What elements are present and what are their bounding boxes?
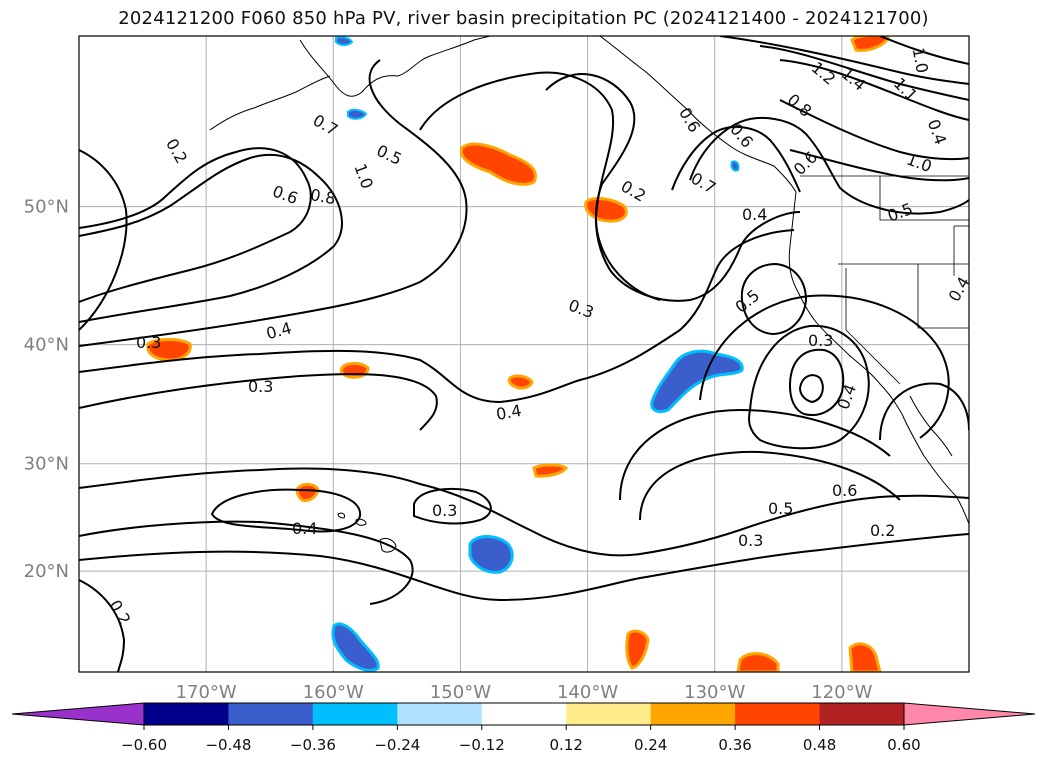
colorbar-tick-label: −0.48: [205, 736, 251, 754]
precip-negative-blob: [331, 622, 380, 672]
colorbar-tick-label: 0.48: [803, 736, 836, 754]
precip-positive-blob: [625, 629, 650, 670]
baja-coast: [901, 413, 969, 525]
coastlines: [209, 36, 969, 553]
map-title: 2024121200 F060 850 hPa PV, river basin …: [118, 8, 929, 29]
lat-label: 50°N: [24, 197, 69, 218]
lon-label: 150°W: [430, 682, 491, 703]
colorbar-cell: [735, 703, 821, 725]
contour-label: 0.5: [768, 499, 793, 518]
contour-label: 0.3: [808, 331, 833, 350]
colorbar-cell: [481, 703, 567, 725]
lon-label: 120°W: [811, 682, 872, 703]
precip-positive-blob: [146, 338, 192, 362]
colorbar-tick-label: −0.36: [290, 736, 336, 754]
colorbar-cell: [819, 703, 905, 725]
precip-negative-blob: [650, 349, 744, 414]
precip-positive-blob: [532, 463, 569, 478]
contour-label: 0.3: [738, 531, 763, 550]
hawaii-big-island: [379, 537, 397, 553]
colorbar-cell: [566, 703, 652, 725]
map-frame: [78, 35, 970, 673]
alaska-coast: [299, 36, 491, 97]
lat-label: 20°N: [24, 561, 69, 582]
colorbar-cell: [650, 703, 736, 725]
colorbar-tick-label: −0.24: [374, 736, 420, 754]
hawaii-kauai: [337, 512, 345, 519]
lon-label: 170°W: [176, 682, 237, 703]
contour-label: 0.3: [432, 501, 457, 520]
colorbar-under-extension: [11, 702, 145, 726]
gulf-california: [909, 395, 953, 457]
longitude-labels: 170°W 160°W 150°W 140°W 130°W 120°W: [176, 682, 873, 703]
contour-label: 0.3: [136, 333, 161, 352]
hawaii-oahu: [355, 518, 367, 526]
lon-label: 140°W: [557, 682, 618, 703]
map-area: [79, 36, 969, 672]
latitude-labels: 50°N 40°N 30°N 20°N: [24, 197, 69, 583]
lon-label: 160°W: [303, 682, 364, 703]
colorbar-tick-label: −0.60: [121, 736, 167, 754]
colorbar-over-extension: [903, 702, 1036, 726]
lat-label: 40°N: [24, 335, 69, 356]
colorbar-cell: [144, 703, 229, 725]
precip-shading: [146, 36, 890, 672]
precip-negative-blob: [730, 160, 740, 172]
alaska-peninsula: [209, 75, 331, 131]
precip-positive-blob: [736, 652, 780, 672]
colorbar-cell: [228, 703, 314, 725]
precip-positive-blob: [848, 642, 882, 672]
contour-label: 0.2: [870, 521, 895, 540]
pv-contours: [79, 36, 969, 672]
contour-label: 0.4: [495, 401, 523, 424]
colorbar-tick-label: −0.12: [459, 736, 505, 754]
precip-positive-blob: [507, 374, 534, 390]
bc-coast: [599, 36, 797, 193]
colorbar: −0.60 −0.48 −0.36 −0.24 −0.12 0.12 0.24 0.36 0.4…: [11, 702, 1036, 754]
colorbar-cell: [312, 703, 398, 725]
precip-positive-blob: [459, 142, 537, 186]
us-west-coast: [788, 191, 903, 415]
lat-label: 30°N: [24, 454, 69, 475]
precip-negative-blob: [335, 36, 354, 46]
contour-label: 0.4: [292, 519, 317, 538]
precip-negative-blob: [347, 108, 368, 120]
precip-positive-blob: [295, 482, 320, 502]
colorbar-tick-label: 0.60: [887, 736, 920, 754]
contour-label: 0.6: [832, 481, 857, 500]
colorbar-tick-label: 0.12: [550, 736, 583, 754]
precip-negative-blob: [468, 535, 514, 574]
colorbar-cell: [397, 703, 483, 725]
contour-label: 0.4: [742, 205, 767, 224]
state-borders: [800, 175, 969, 385]
colorbar-ticks: −0.60 −0.48 −0.36 −0.24 −0.12 0.12 0.24 0.36 0.4…: [121, 725, 921, 754]
colorbar-tick-label: 0.24: [634, 736, 667, 754]
contour-label: 0.8: [309, 185, 337, 208]
lon-label: 130°W: [684, 682, 745, 703]
contour-label: 0.3: [248, 377, 273, 396]
contour-label: 1.0: [909, 46, 932, 74]
colorbar-tick-label: 0.36: [718, 736, 751, 754]
